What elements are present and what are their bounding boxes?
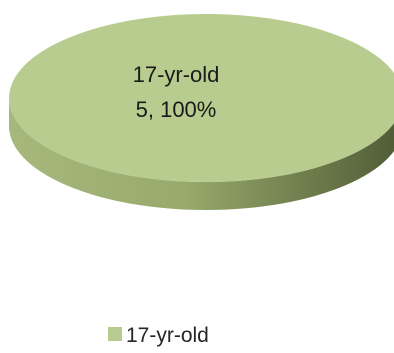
pie-slice-side bbox=[9, 98, 394, 210]
data-label-value: 5, 100% bbox=[136, 97, 217, 122]
data-label-group: 17-yr-old 5, 100% bbox=[133, 62, 220, 122]
pie-slices bbox=[9, 14, 394, 210]
legend-label: 17-yr-old bbox=[126, 324, 209, 347]
pie-slice-17-yr-old bbox=[9, 14, 394, 182]
legend-swatch bbox=[108, 327, 122, 341]
data-label-category: 17-yr-old bbox=[133, 62, 220, 87]
legend: 17-yr-old bbox=[108, 324, 209, 347]
